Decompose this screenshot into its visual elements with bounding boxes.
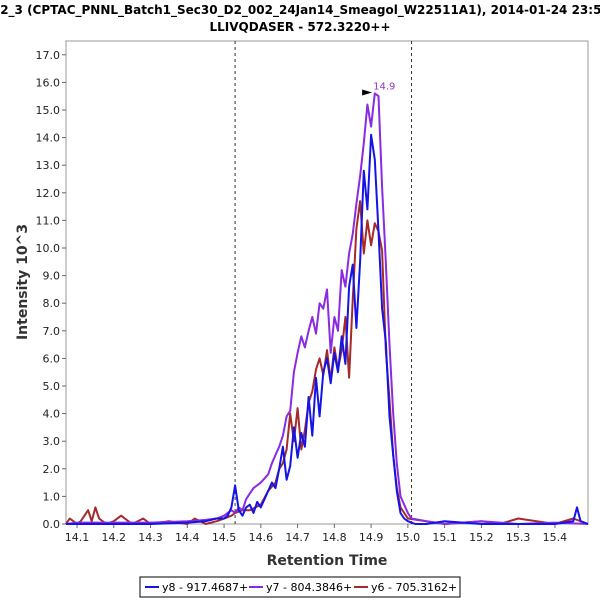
y-tick-label: 10.0 xyxy=(36,242,61,255)
y-axis-label: Intensity 10^3 xyxy=(15,224,31,340)
x-tick-label: 14.3 xyxy=(138,531,163,544)
x-tick-label: 14.1 xyxy=(65,531,90,544)
y-tick-label: 15.0 xyxy=(36,104,61,117)
series-layer xyxy=(65,92,589,525)
x-axis-label: Retention Time xyxy=(267,553,388,569)
legend: y8 - 917.4687+ y7 - 804.3846+ y6 - 705.3… xyxy=(139,576,461,598)
legend-label-y7: y7 - 804.3846+ xyxy=(266,581,352,594)
y-tick-label: 0.0 xyxy=(43,518,61,531)
x-tick-label: 14.6 xyxy=(249,531,274,544)
y-tick-label: 13.0 xyxy=(36,159,61,172)
y-tick-label: 9.0 xyxy=(43,270,61,283)
y-tick-label: 2.0 xyxy=(43,463,61,476)
x-tick-label: 15.0 xyxy=(396,531,421,544)
peak-marker-icon xyxy=(362,89,373,96)
x-tick-label: 14.8 xyxy=(322,531,347,544)
x-axis: 14.1 14.2 14.3 14.4 14.5 14.6 14.7 14.8 14.9 15.0… xyxy=(65,524,567,544)
x-tick-label: 15.2 xyxy=(469,531,494,544)
y-tick-label: 3.0 xyxy=(43,435,61,448)
y-tick-label: 11.0 xyxy=(36,214,61,227)
plot-area xyxy=(65,40,589,525)
y-tick-label: 7.0 xyxy=(43,325,61,338)
legend-label-y6: y6 - 705.3162+ xyxy=(371,581,457,594)
x-tick-label: 14.4 xyxy=(175,531,200,544)
x-tick-label: 15.1 xyxy=(432,531,457,544)
chart-subtitle: LLIVQDASER - 572.3220++ xyxy=(209,20,390,34)
y-tick-label: 6.0 xyxy=(43,352,61,365)
y-tick-label: 4.0 xyxy=(43,408,61,421)
legend-label-y8: y8 - 917.4687+ xyxy=(162,581,248,594)
y-tick-label: 1.0 xyxy=(43,490,61,503)
series-line-y8 xyxy=(66,133,589,525)
x-tick-label: 15.4 xyxy=(543,531,568,544)
x-tick-label: 14.7 xyxy=(285,531,310,544)
y-tick-label: 12.0 xyxy=(36,187,61,200)
legend-box xyxy=(139,576,461,598)
x-tick-label: 15.3 xyxy=(506,531,531,544)
x-tick-label: 14.2 xyxy=(102,531,127,544)
chart-title: D2_3 (CPTAC_PNNL_Batch1_Sec30_D2_002_24J… xyxy=(0,3,600,18)
y-tick-label: 14.0 xyxy=(36,132,61,145)
peak-annotation: 14.9 xyxy=(362,81,395,96)
peak-boundaries xyxy=(234,41,413,524)
y-tick-label: 17.0 xyxy=(36,49,61,62)
y-tick-label: 16.0 xyxy=(36,76,61,89)
peak-label: 14.9 xyxy=(373,81,395,92)
y-axis: 0.0 1.0 2.0 3.0 4.0 5.0 6.0 7.0 8.0 9.0 10.0 11.0 12… xyxy=(36,49,66,531)
x-tick-label: 14.9 xyxy=(359,531,384,544)
y-tick-label: 8.0 xyxy=(43,297,61,310)
x-tick-label: 14.5 xyxy=(212,531,237,544)
y-tick-label: 5.0 xyxy=(43,380,61,393)
